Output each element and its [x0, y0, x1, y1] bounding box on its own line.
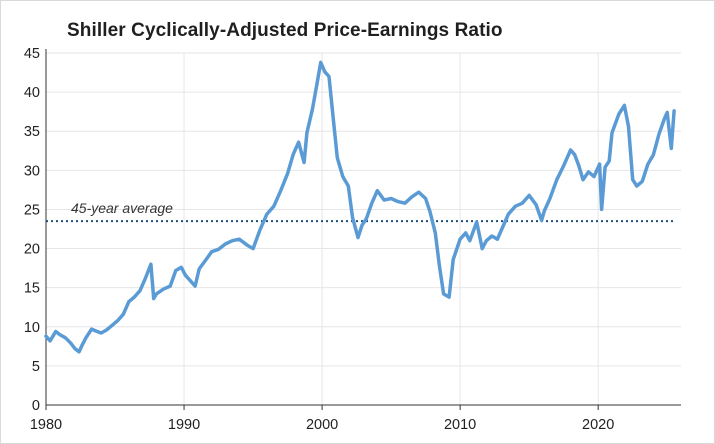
x-tick-label: 1980: [30, 417, 62, 433]
y-tick-label: 35: [24, 124, 40, 140]
series-line-0: [44, 60, 676, 354]
chart-title: Shiller Cyclically-Adjusted Price-Earnin…: [67, 20, 503, 41]
y-tick-label: 40: [24, 85, 40, 101]
y-tick-label: 20: [24, 242, 40, 258]
y-tick-label: 0: [32, 398, 40, 414]
y-tick-label: 45: [24, 46, 40, 62]
y-tick-label: 10: [24, 320, 40, 336]
y-tick-label: 15: [24, 281, 40, 297]
average-reference-label: 45-year average: [71, 200, 173, 216]
y-tick-label: 30: [24, 163, 40, 179]
x-tick-label: 2010: [444, 417, 476, 433]
y-tick-label: 25: [24, 202, 40, 218]
x-tick-label: 1990: [168, 417, 200, 433]
x-tick-label: 2000: [306, 417, 338, 433]
y-tick-label: 5: [32, 359, 40, 375]
x-tick-label: 2020: [582, 417, 614, 433]
